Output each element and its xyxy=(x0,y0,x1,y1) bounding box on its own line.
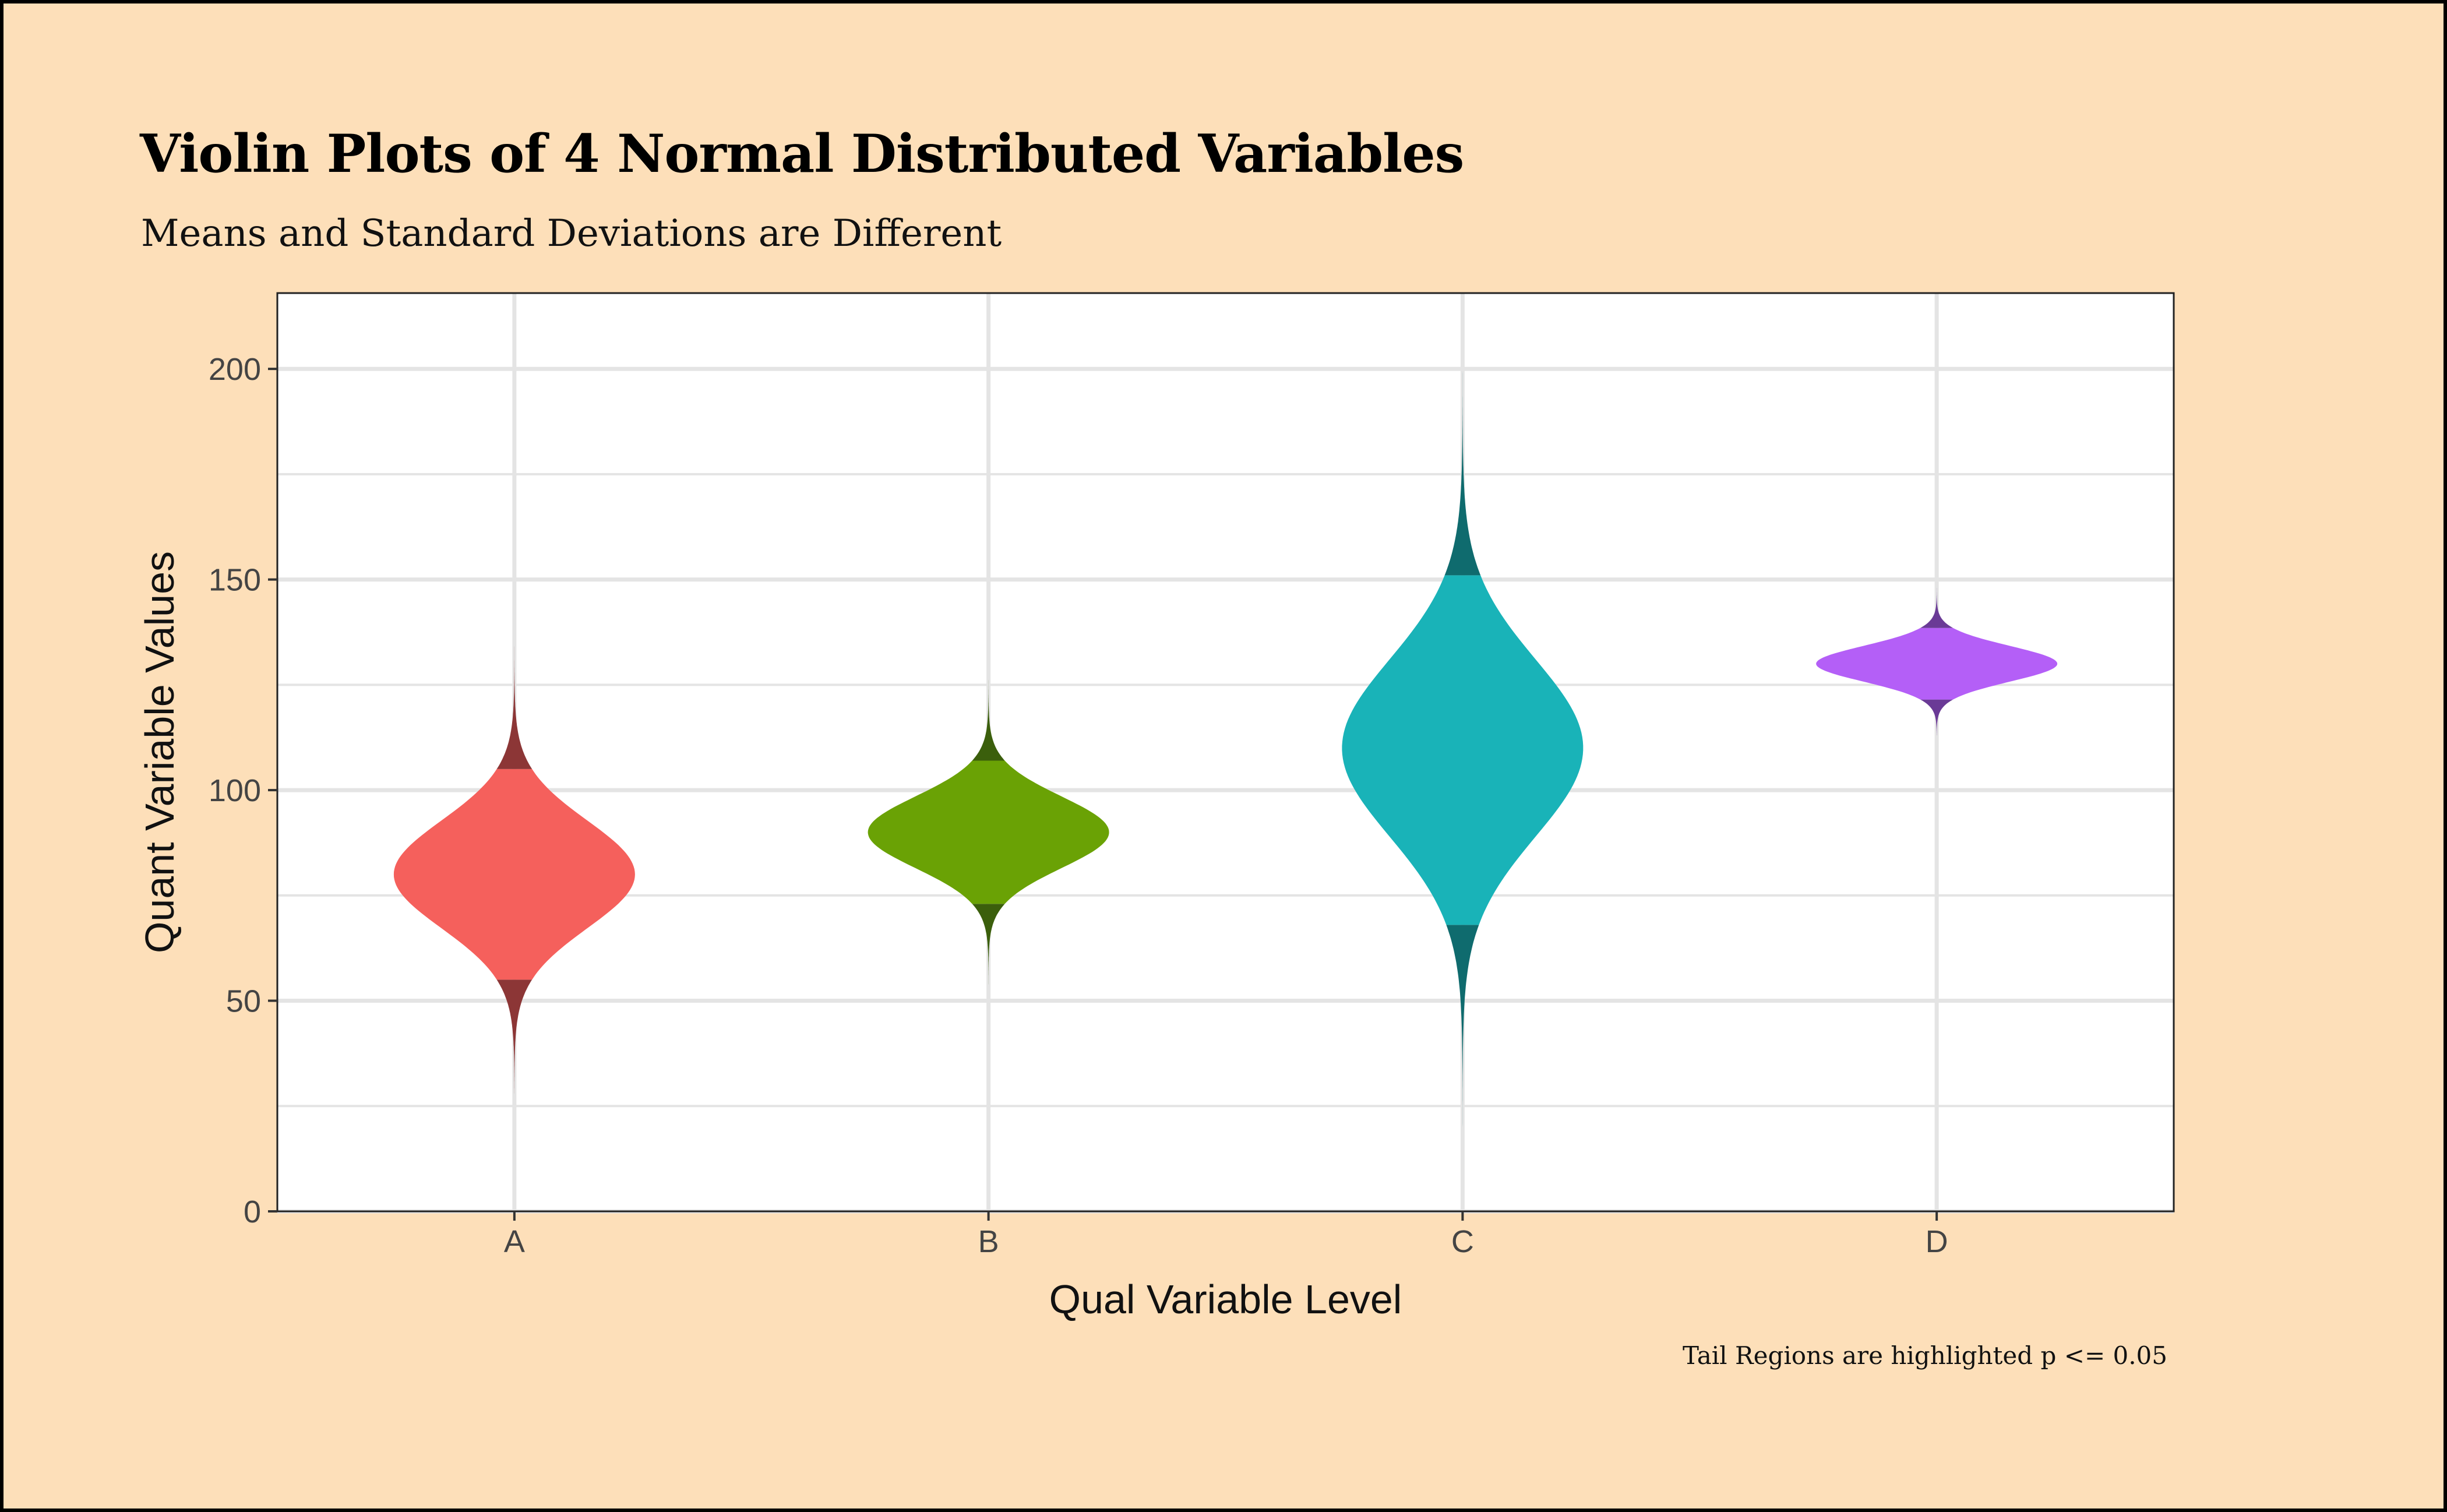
violin-c-lower-tail xyxy=(1446,925,1479,1199)
chart-caption: Tail Regions are highlighted p <= 0.05 xyxy=(1682,1341,2167,1370)
violin-c-upper-tail xyxy=(1444,360,1481,576)
plot-panel xyxy=(277,293,2174,1211)
y-tick-label: 200 xyxy=(209,352,261,387)
plot-panel-border xyxy=(276,292,2175,1213)
y-tick-label: 150 xyxy=(209,563,261,598)
violin-d-lower-tail xyxy=(1920,699,1954,736)
y-axis: 0 50 100 150 200 xyxy=(209,352,277,1229)
violin-d-upper-tail xyxy=(1920,583,1954,628)
chart-area: 0 50 100 150 200 A B C D Qual Variable Level Qu… xyxy=(137,292,2175,1322)
x-axis-title: Qual Variable Level xyxy=(1049,1277,1402,1322)
x-tick-label: D xyxy=(1926,1224,1948,1259)
violin-d-body xyxy=(1816,628,2058,700)
violins xyxy=(393,360,2058,1199)
y-axis-title: Quant Variable Values xyxy=(137,551,182,953)
violin-b-body xyxy=(868,760,1109,904)
violin-c-body xyxy=(1342,575,1584,925)
x-tick-label: C xyxy=(1451,1224,1474,1259)
chart-subtitle: Means and Standard Deviations are Differ… xyxy=(141,212,1002,255)
violin-a-body xyxy=(393,769,635,980)
violin-a-upper-tail xyxy=(496,630,533,769)
violin-b-upper-tail xyxy=(972,676,1005,761)
x-tick-label: B xyxy=(978,1224,999,1259)
x-tick-label: A xyxy=(504,1224,525,1259)
violin-a-lower-tail xyxy=(496,979,533,1094)
violin-b-lower-tail xyxy=(972,904,1005,997)
x-axis: A B C D xyxy=(504,1211,1948,1259)
y-tick-label: 0 xyxy=(244,1194,261,1229)
chart-title: Violin Plots of 4 Normal Distributed Var… xyxy=(140,123,1464,185)
y-tick-label: 100 xyxy=(209,773,261,808)
y-tick-label: 50 xyxy=(226,984,261,1019)
